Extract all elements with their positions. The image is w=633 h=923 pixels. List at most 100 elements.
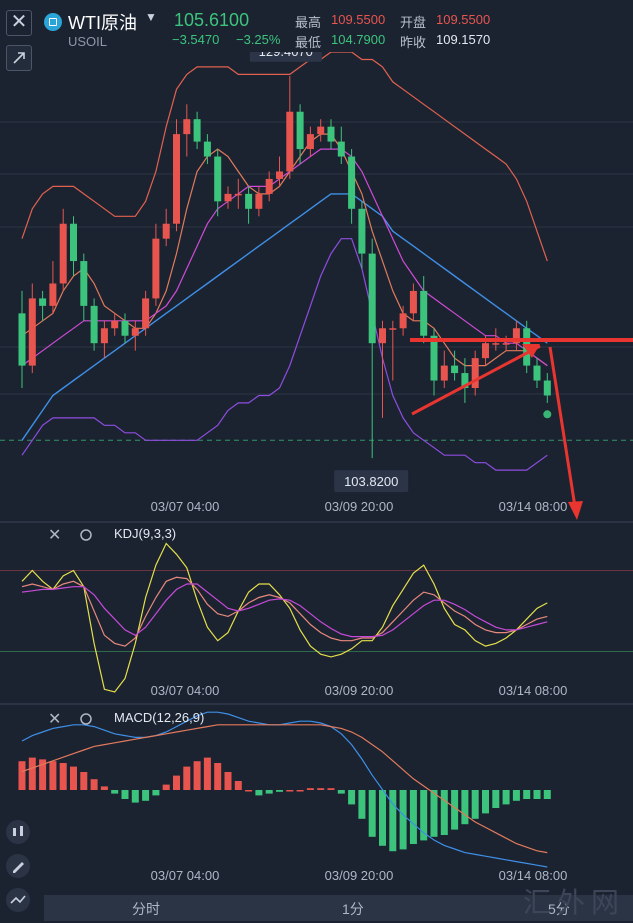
last-price: 105.6100 (174, 10, 250, 30)
high-label: 最高 (295, 15, 322, 30)
candle-body (265, 178, 273, 194)
x-tick-label: 03/14 08:00 (499, 683, 568, 698)
chevron-down-icon[interactable]: ▼ (145, 10, 157, 24)
x-tick-label: 03/07 04:00 (151, 499, 220, 514)
candle-body (224, 193, 232, 202)
candle-body (420, 290, 428, 336)
macd-hist-bar (337, 790, 345, 794)
candle-body (100, 328, 108, 344)
candle-body (512, 328, 520, 344)
close-icon[interactable]: ✕ (6, 10, 32, 36)
candle-body (183, 119, 191, 135)
x-tick-label: 03/07 04:00 (151, 683, 220, 698)
prev-close-value: 109.1570 (436, 32, 491, 47)
macd-hist-bar (162, 784, 170, 790)
candle-body (234, 193, 242, 196)
high-value: 109.5500 (331, 12, 386, 27)
candle-body (121, 320, 129, 336)
macd-hist-bar (214, 763, 222, 790)
candle-body (543, 380, 551, 396)
tab-timeshare[interactable]: 分时 (132, 901, 160, 917)
candle-body (348, 156, 356, 209)
symbol-logo-icon (44, 13, 62, 31)
candle-body (379, 328, 386, 344)
tab-5min[interactable]: 5分 (548, 901, 570, 917)
candle-body (162, 223, 170, 239)
macd-hist-bar (276, 790, 283, 792)
candle-body (142, 298, 150, 329)
min-label-box (334, 470, 409, 493)
macd-hist-bar (80, 772, 88, 790)
candle-body (152, 238, 160, 299)
candle-body (492, 343, 500, 345)
macd-hist-bar (131, 790, 139, 803)
macd-hist-bar (203, 757, 211, 790)
candle-body (90, 305, 98, 344)
candle-icon[interactable] (6, 820, 30, 844)
candle-body (399, 313, 407, 329)
macd-hist-bar (430, 790, 438, 837)
macd-hist-bar (440, 790, 448, 835)
macd-hist-bar (296, 790, 304, 792)
macd-label: MACD(12,26,9) (114, 710, 204, 725)
price-change: −3.5470 (172, 32, 220, 47)
bb-upper-line (21, 52, 548, 262)
macd-hist-bar (368, 790, 376, 837)
tab-1min[interactable]: 1分 (342, 901, 364, 917)
macd-hist-bar (482, 790, 489, 814)
macd-hist-bar (317, 788, 325, 790)
macd-hist-bar (461, 790, 469, 825)
macd-hist-bar (543, 790, 551, 799)
macd-hist-bar (39, 759, 47, 790)
candle-body (131, 328, 139, 336)
x-tick-label: 03/07 04:00 (151, 868, 220, 883)
x-tick-label: 03/09 20:00 (325, 499, 394, 514)
candle-body (245, 193, 253, 209)
candle-body (18, 313, 26, 366)
candle-body (317, 126, 325, 135)
macd-settings-icon (80, 713, 92, 725)
indicator-icon[interactable] (6, 888, 30, 912)
price-change-percent: −3.25% (236, 32, 281, 47)
candle-body (49, 283, 57, 306)
kdj-close-icon: ✕ (48, 525, 61, 544)
min-price-label: 103.8200 (344, 474, 398, 489)
bb-mid-line (21, 193, 548, 441)
chart-canvas[interactable]: 129.4070 103.8200 03/07 04:00 03/09 20:00 03… (0, 52, 633, 895)
macd-hist-bar (327, 788, 335, 790)
shrink-icon[interactable] (6, 45, 32, 71)
macd-hist-bar (173, 775, 180, 790)
symbol-code: USOIL (68, 34, 108, 49)
candle-body (471, 358, 479, 388)
macd-hist-bar (306, 788, 314, 790)
candle-body (389, 328, 397, 330)
annotation-arrow (548, 346, 577, 508)
ma-slow-line (21, 148, 548, 367)
kdj-d-line (21, 583, 548, 638)
macd-hist-bar (18, 761, 26, 790)
candle-body (214, 156, 222, 202)
candle-body (173, 134, 180, 224)
header: ✕ WTI原油 ▼ USOIL 105.6100 −3.5470 −3.25% … (0, 0, 633, 52)
pen-icon[interactable] (6, 854, 30, 878)
symbol-name[interactable]: WTI原油 (68, 13, 137, 33)
macd-hist-bar (358, 790, 366, 819)
annotation-arrowhead (522, 344, 540, 358)
timeframe-tabbar: 分时 1分 5分 (44, 895, 633, 921)
macd-hist-bar (183, 766, 191, 790)
open-label: 开盘 (400, 15, 427, 30)
x-tick-label: 03/14 08:00 (499, 499, 568, 514)
candle-body (502, 343, 510, 345)
macd-dea-line (21, 724, 548, 854)
macd-hist-bar (245, 790, 253, 792)
low-value: 104.7900 (331, 32, 386, 47)
macd-hist-bar (502, 790, 510, 805)
candle-body (461, 373, 469, 388)
candle-body (286, 111, 294, 172)
watermark: 汇外网 (522, 887, 625, 918)
candle-body (409, 290, 417, 314)
macd-hist-bar (348, 790, 356, 805)
candle-body (533, 365, 541, 381)
candle-body (203, 141, 211, 157)
macd-hist-bar (90, 779, 98, 790)
